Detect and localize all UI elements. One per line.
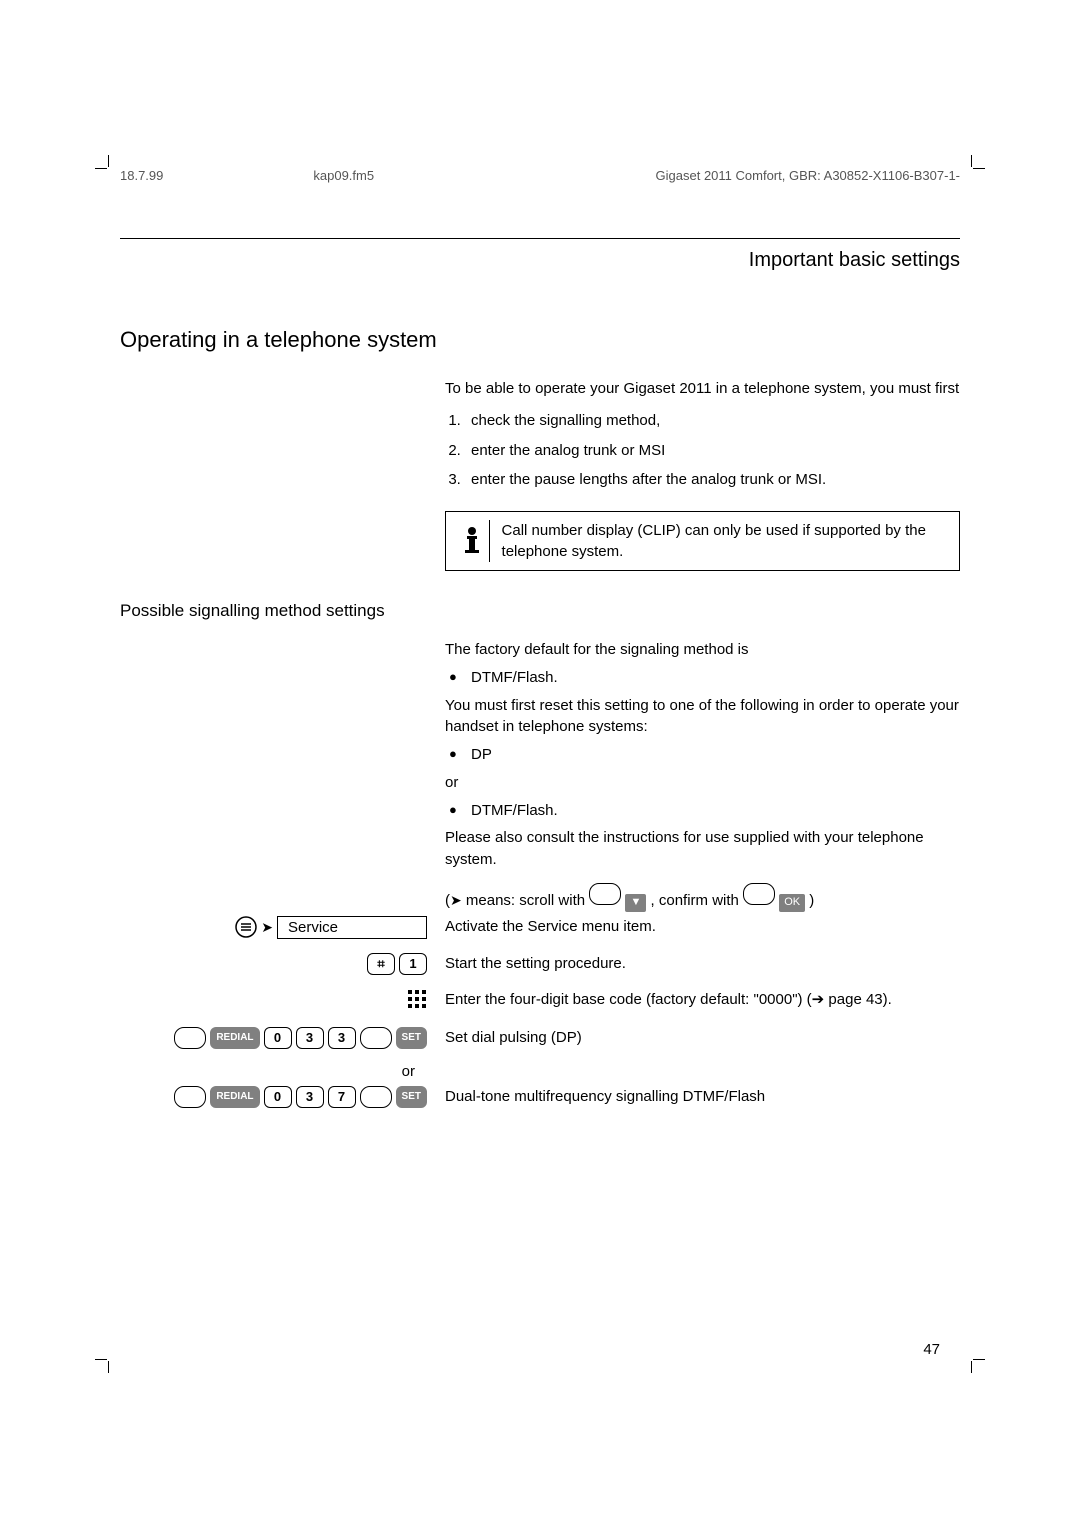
- signalling-block: The factory default for the signaling me…: [445, 639, 960, 912]
- meta-doc: Gigaset 2011 Comfort, GBR: A30852-X1106-…: [656, 168, 960, 183]
- step-text: Set dial pulsing (DP): [445, 1027, 960, 1049]
- step-row-start: ⌗ 1 Start the setting procedure.: [120, 953, 960, 975]
- meta-file: kap09.fm5: [313, 168, 374, 183]
- softkey-blank: [360, 1027, 392, 1049]
- seven-label: 7: [338, 1089, 345, 1104]
- reset-line: You must first reset this setting to one…: [445, 695, 960, 739]
- hint-line: (➤ means: scroll with ▼ , confirm with O…: [445, 883, 960, 912]
- option-dp: DP: [445, 744, 960, 766]
- keypad-icon: [407, 989, 427, 1013]
- step-text: Dual-tone multifrequency signalling DTMF…: [445, 1086, 960, 1108]
- subheading: Possible signalling method settings: [120, 601, 960, 621]
- step-keys: ➤ Service: [120, 916, 445, 939]
- step-keys: [120, 989, 445, 1013]
- info-box: Call number display (CLIP) can only be u…: [445, 511, 960, 571]
- softkey-blank: [589, 883, 621, 905]
- three-label: 3: [306, 1089, 313, 1104]
- step-text: Activate the Service menu item.: [445, 916, 960, 938]
- info-text: Call number display (CLIP) can only be u…: [489, 520, 949, 562]
- softkey-blank: [174, 1086, 206, 1108]
- menu-display: Service: [277, 916, 427, 939]
- step-keys: ⌗ 1: [120, 953, 445, 975]
- hint-scroll: means: scroll with: [462, 892, 590, 909]
- option-list-2: DTMF/Flash.: [445, 800, 960, 822]
- info-icon: [456, 526, 489, 556]
- factory-bullet: DTMF/Flash.: [445, 667, 960, 689]
- set-key: SET: [396, 1086, 427, 1108]
- one-label: 1: [409, 956, 416, 971]
- intro-block: To be able to operate your Gigaset 2011 …: [445, 378, 960, 571]
- three-key: 3: [328, 1027, 356, 1049]
- three-label: 3: [338, 1030, 345, 1045]
- meta-date: 18.7.99: [120, 168, 163, 183]
- down-softkey: ▼: [625, 894, 646, 912]
- page-heading: Operating in a telephone system: [120, 327, 960, 353]
- or-separator: or: [120, 1063, 445, 1080]
- zero-label: 0: [274, 1089, 281, 1104]
- redial-key: REDIAL: [210, 1086, 259, 1108]
- hint-confirm: , confirm with: [651, 892, 744, 909]
- menu-icon: [235, 916, 257, 938]
- section-title: Important basic settings: [120, 249, 960, 272]
- softkey-blank: [743, 883, 775, 905]
- factory-line: The factory default for the signaling me…: [445, 639, 960, 661]
- three-label: 3: [306, 1030, 313, 1045]
- header-rule: [120, 238, 960, 239]
- step-row-dp: REDIAL 0 3 3 SET Set dial pulsing (DP): [120, 1027, 960, 1049]
- softkey-blank: [174, 1027, 206, 1049]
- redial-key: REDIAL: [210, 1027, 259, 1049]
- intro-step: enter the pause lengths after the analog…: [465, 469, 960, 491]
- hash-label: ⌗: [377, 956, 384, 972]
- hash-key: ⌗: [367, 953, 395, 975]
- ok-softkey: OK: [779, 894, 805, 912]
- factory-bullet-list: DTMF/Flash.: [445, 667, 960, 689]
- three-key: 3: [296, 1027, 324, 1049]
- option-dtmf: DTMF/Flash.: [445, 800, 960, 822]
- step-text: Enter the four-digit base code (factory …: [445, 989, 960, 1011]
- intro-step: check the signalling method,: [465, 410, 960, 432]
- intro-steps: check the signalling method, enter the a…: [465, 410, 960, 491]
- zero-key: 0: [264, 1086, 292, 1108]
- or-text: or: [445, 772, 960, 794]
- step-row-code: Enter the four-digit base code (factory …: [120, 989, 960, 1013]
- step-keys: REDIAL 0 3 7 SET: [120, 1086, 445, 1108]
- arrow-right-icon: ➤: [261, 919, 273, 936]
- step-row-activate: ➤ Service Activate the Service menu item…: [120, 916, 960, 939]
- page-number: 47: [923, 1341, 940, 1358]
- step-keys: REDIAL 0 3 3 SET: [120, 1027, 445, 1049]
- one-key: 1: [399, 953, 427, 975]
- softkey-blank: [360, 1086, 392, 1108]
- scroll-arrow-icon: ➤: [450, 892, 462, 908]
- intro-text: To be able to operate your Gigaset 2011 …: [445, 378, 960, 400]
- hint-suffix: ): [809, 892, 814, 909]
- option-list: DP: [445, 744, 960, 766]
- header-meta: 18.7.99 kap09.fm5 Gigaset 2011 Comfort, …: [120, 168, 960, 183]
- step-row-dtmf: REDIAL 0 3 7 SET Dual-tone multifrequenc…: [120, 1086, 960, 1108]
- seven-key: 7: [328, 1086, 356, 1108]
- consult-line: Please also consult the instructions for…: [445, 827, 960, 871]
- set-key: SET: [396, 1027, 427, 1049]
- three-key: 3: [296, 1086, 324, 1108]
- zero-key: 0: [264, 1027, 292, 1049]
- page: 18.7.99 kap09.fm5 Gigaset 2011 Comfort, …: [0, 0, 1080, 1182]
- step-text: Start the setting procedure.: [445, 953, 960, 975]
- intro-step: enter the analog trunk or MSI: [465, 440, 960, 462]
- zero-label: 0: [274, 1030, 281, 1045]
